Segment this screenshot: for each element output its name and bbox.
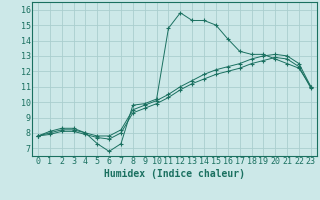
X-axis label: Humidex (Indice chaleur): Humidex (Indice chaleur) bbox=[104, 169, 245, 179]
